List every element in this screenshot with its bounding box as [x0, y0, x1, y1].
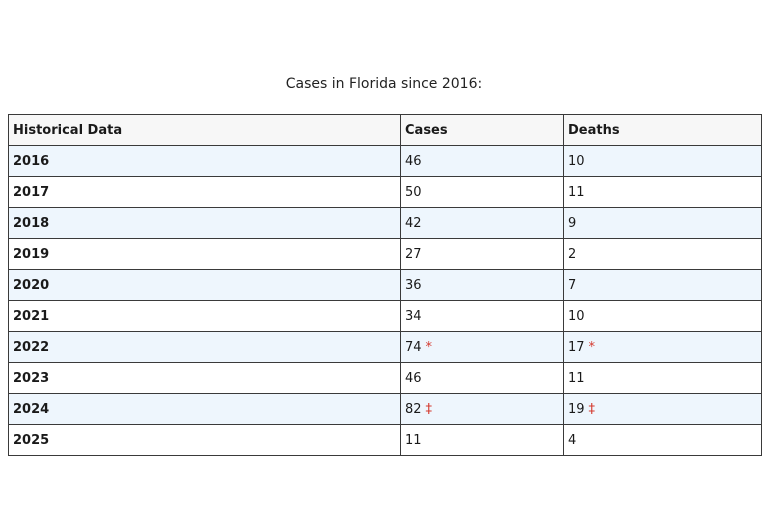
deaths-cell: 4: [563, 424, 762, 456]
table-header-row: Historical Data Cases Deaths: [8, 114, 762, 146]
deaths-value: 11: [568, 184, 585, 200]
cases-value: 11: [405, 432, 422, 448]
deaths-cell: 11: [563, 176, 762, 208]
footnote-mark: *: [588, 339, 596, 355]
deaths-cell: 10: [563, 145, 762, 177]
year-cell: 2020: [8, 269, 401, 301]
deaths-value: 11: [568, 370, 585, 386]
cases-table: Historical Data Cases Deaths 2016 46 10 201…: [8, 114, 762, 456]
deaths-value: 10: [568, 153, 585, 169]
table-row: 2022 74 * 17 *: [8, 331, 762, 363]
cases-cell: 36: [400, 269, 564, 301]
cases-value: 74: [405, 339, 422, 355]
footnote-mark: *: [425, 339, 433, 355]
deaths-cell: 11: [563, 362, 762, 394]
table-row: 2017 50 11: [8, 176, 762, 208]
table-caption: Cases in Florida since 2016:: [285, 76, 483, 92]
year-cell: 2022: [8, 331, 401, 363]
footnote-mark: ‡: [425, 401, 433, 417]
cases-value: 82: [405, 401, 422, 417]
cases-cell: 42: [400, 207, 564, 239]
cases-value: 46: [405, 153, 422, 169]
year-cell: 2017: [8, 176, 401, 208]
year-cell: 2023: [8, 362, 401, 394]
cases-cell: 11: [400, 424, 564, 456]
cases-value: 34: [405, 308, 422, 324]
year-cell: 2016: [8, 145, 401, 177]
cases-value: 46: [405, 370, 422, 386]
deaths-cell: 10: [563, 300, 762, 332]
deaths-value: 17: [568, 339, 585, 355]
year-cell: 2021: [8, 300, 401, 332]
deaths-cell: 9: [563, 207, 762, 239]
column-header-historical-data: Historical Data: [8, 114, 401, 146]
cases-value: 42: [405, 215, 422, 231]
table-row: 2018 42 9: [8, 207, 762, 239]
column-header-cases: Cases: [400, 114, 564, 146]
year-cell: 2024: [8, 393, 401, 425]
cases-cell: 27: [400, 238, 564, 270]
cases-cell: 34: [400, 300, 564, 332]
cases-cell: 46: [400, 145, 564, 177]
table-row: 2023 46 11: [8, 362, 762, 394]
deaths-cell: 2: [563, 238, 762, 270]
table-row: 2020 36 7: [8, 269, 762, 301]
column-header-deaths: Deaths: [563, 114, 762, 146]
footnote-mark: ‡: [588, 401, 596, 417]
deaths-value: 9: [568, 215, 577, 231]
cases-cell: 74 *: [400, 331, 564, 363]
deaths-value: 19: [568, 401, 585, 417]
deaths-value: 2: [568, 246, 577, 262]
year-cell: 2018: [8, 207, 401, 239]
year-cell: 2019: [8, 238, 401, 270]
cases-value: 36: [405, 277, 422, 293]
deaths-value: 7: [568, 277, 577, 293]
deaths-value: 4: [568, 432, 577, 448]
cases-cell: 46: [400, 362, 564, 394]
deaths-value: 10: [568, 308, 585, 324]
table-row: 2024 82 ‡ 19 ‡: [8, 393, 762, 425]
cases-cell: 82 ‡: [400, 393, 564, 425]
cases-value: 50: [405, 184, 422, 200]
table-row: 2025 11 4: [8, 424, 762, 456]
deaths-cell: 19 ‡: [563, 393, 762, 425]
year-cell: 2025: [8, 424, 401, 456]
table-row: 2019 27 2: [8, 238, 762, 270]
table-row: 2021 34 10: [8, 300, 762, 332]
deaths-cell: 17 *: [563, 331, 762, 363]
cases-value: 27: [405, 246, 422, 262]
cases-cell: 50: [400, 176, 564, 208]
deaths-cell: 7: [563, 269, 762, 301]
table-row: 2016 46 10: [8, 145, 762, 177]
